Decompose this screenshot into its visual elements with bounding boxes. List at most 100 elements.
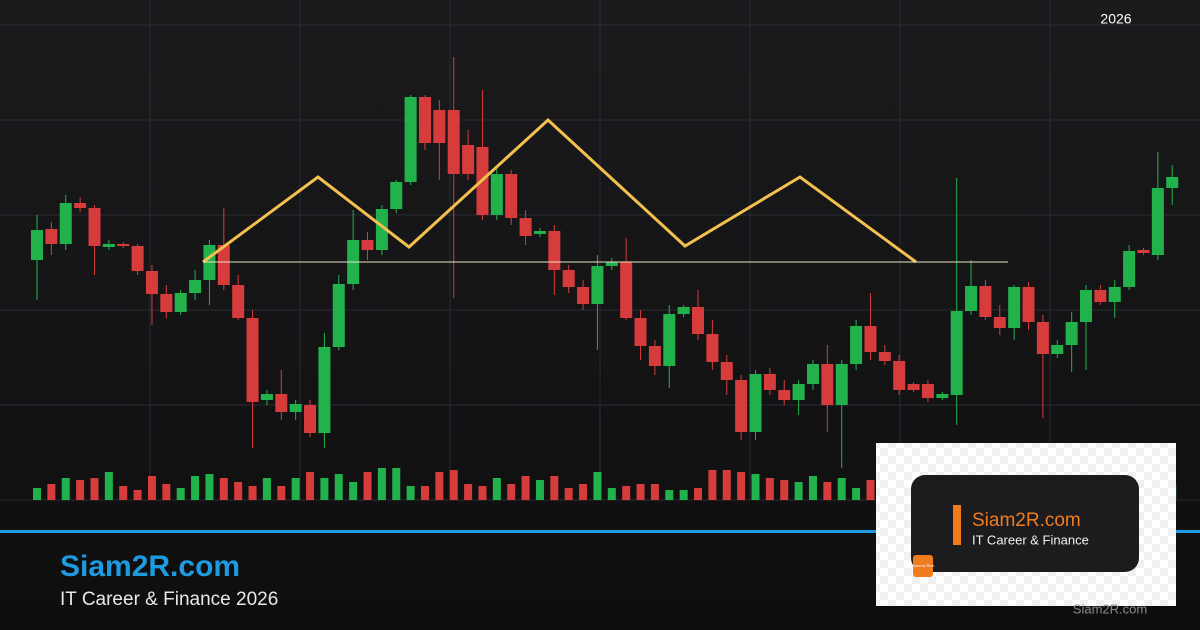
card-icon-text: Siam to Rich bbox=[912, 563, 935, 568]
candle-body bbox=[45, 229, 58, 244]
volume-bar bbox=[277, 486, 286, 500]
pattern-line bbox=[202, 117, 917, 264]
candle-body bbox=[332, 284, 345, 347]
volume-bar bbox=[679, 490, 688, 500]
candle-body bbox=[1008, 287, 1021, 328]
volume-bar bbox=[320, 478, 329, 500]
volume-bar bbox=[406, 486, 415, 500]
volume-bar bbox=[420, 486, 429, 500]
candle-body bbox=[907, 384, 920, 390]
volume-bar bbox=[306, 472, 315, 500]
brand-title: Siam2R.com bbox=[60, 550, 240, 583]
volume-bar bbox=[636, 484, 645, 500]
card-accent bbox=[953, 505, 961, 545]
candle-body bbox=[720, 362, 733, 380]
volume-bar bbox=[61, 478, 70, 500]
candle-body bbox=[174, 293, 187, 312]
watermark: Siam2R.com bbox=[1073, 601, 1147, 616]
volume-bar bbox=[464, 484, 473, 500]
volume-bar bbox=[751, 474, 760, 500]
candle-body bbox=[59, 203, 72, 244]
candle-body bbox=[778, 390, 791, 400]
candle-body bbox=[1051, 345, 1064, 354]
candle-body bbox=[1123, 251, 1136, 287]
candle-body bbox=[189, 280, 202, 293]
candle-body bbox=[605, 262, 618, 266]
volume-bar bbox=[852, 488, 861, 500]
volume-bar bbox=[837, 478, 846, 500]
volume-bar bbox=[248, 486, 257, 500]
candle-body bbox=[490, 174, 503, 215]
candle-body bbox=[1137, 250, 1150, 253]
volume-bar bbox=[665, 490, 674, 500]
volume-bar bbox=[377, 468, 386, 500]
candle-body bbox=[519, 218, 532, 236]
volume-bar bbox=[722, 470, 731, 500]
candle-body bbox=[275, 394, 288, 412]
candle-body bbox=[74, 203, 87, 208]
candle-body bbox=[634, 318, 647, 346]
candle-body bbox=[878, 352, 891, 361]
candle-body bbox=[1108, 287, 1121, 302]
candle-body bbox=[160, 294, 173, 312]
candle-body bbox=[735, 380, 748, 432]
volume-bar bbox=[33, 488, 41, 500]
divider bbox=[0, 530, 1200, 533]
candle-body bbox=[375, 209, 388, 250]
candle-body bbox=[821, 364, 834, 405]
candle-body bbox=[1151, 188, 1164, 255]
volume-bar bbox=[808, 476, 817, 500]
volume-bar bbox=[579, 484, 588, 500]
volume-bar bbox=[219, 478, 228, 500]
candle-body bbox=[577, 287, 590, 304]
candle-body bbox=[117, 244, 130, 246]
candle-body bbox=[1080, 290, 1093, 322]
volume-bar bbox=[866, 480, 875, 500]
candle-body bbox=[792, 384, 805, 400]
candle-body bbox=[1166, 177, 1179, 188]
candle-body bbox=[1094, 290, 1107, 302]
candle-body bbox=[304, 405, 317, 433]
candle-body bbox=[620, 262, 633, 318]
candle-body bbox=[1022, 287, 1035, 322]
candle-body bbox=[850, 326, 863, 364]
candle-body bbox=[1065, 322, 1078, 345]
candle-body bbox=[390, 182, 403, 209]
candle-body bbox=[533, 231, 546, 234]
candle-body bbox=[562, 270, 575, 287]
volume-bar bbox=[392, 468, 401, 500]
candle-body bbox=[361, 240, 374, 250]
volume-bar bbox=[104, 472, 113, 500]
volume-bar bbox=[492, 478, 501, 500]
volume-bar bbox=[478, 486, 487, 500]
volume-bar bbox=[162, 484, 171, 500]
candle-body bbox=[965, 286, 978, 311]
candle-body bbox=[217, 245, 230, 285]
volume-bar bbox=[234, 482, 243, 500]
volume-bar bbox=[593, 472, 602, 500]
volume-bar bbox=[507, 484, 516, 500]
candle-body bbox=[950, 311, 963, 395]
candle-body bbox=[591, 266, 604, 304]
logo-card: Siam2R.com IT Career & Finance Siam to R… bbox=[876, 443, 1176, 606]
volume-bar bbox=[90, 478, 99, 500]
volume-bar bbox=[349, 482, 358, 500]
card-title: Siam2R.com bbox=[972, 510, 1081, 531]
volume-bar bbox=[622, 486, 631, 500]
volume-bar bbox=[176, 488, 185, 500]
volume-bar bbox=[694, 488, 703, 500]
candle-body bbox=[692, 307, 705, 334]
volume-bar bbox=[449, 470, 458, 500]
volume-bar bbox=[205, 474, 214, 500]
candle-body bbox=[677, 307, 690, 314]
candle-body bbox=[433, 110, 446, 143]
volume-bar bbox=[147, 476, 156, 500]
candle-body bbox=[706, 334, 719, 362]
candle-body bbox=[864, 326, 877, 352]
volume-bar bbox=[435, 472, 444, 500]
candle-body bbox=[763, 374, 776, 390]
candle-body bbox=[936, 394, 949, 398]
candle-body bbox=[505, 174, 518, 218]
